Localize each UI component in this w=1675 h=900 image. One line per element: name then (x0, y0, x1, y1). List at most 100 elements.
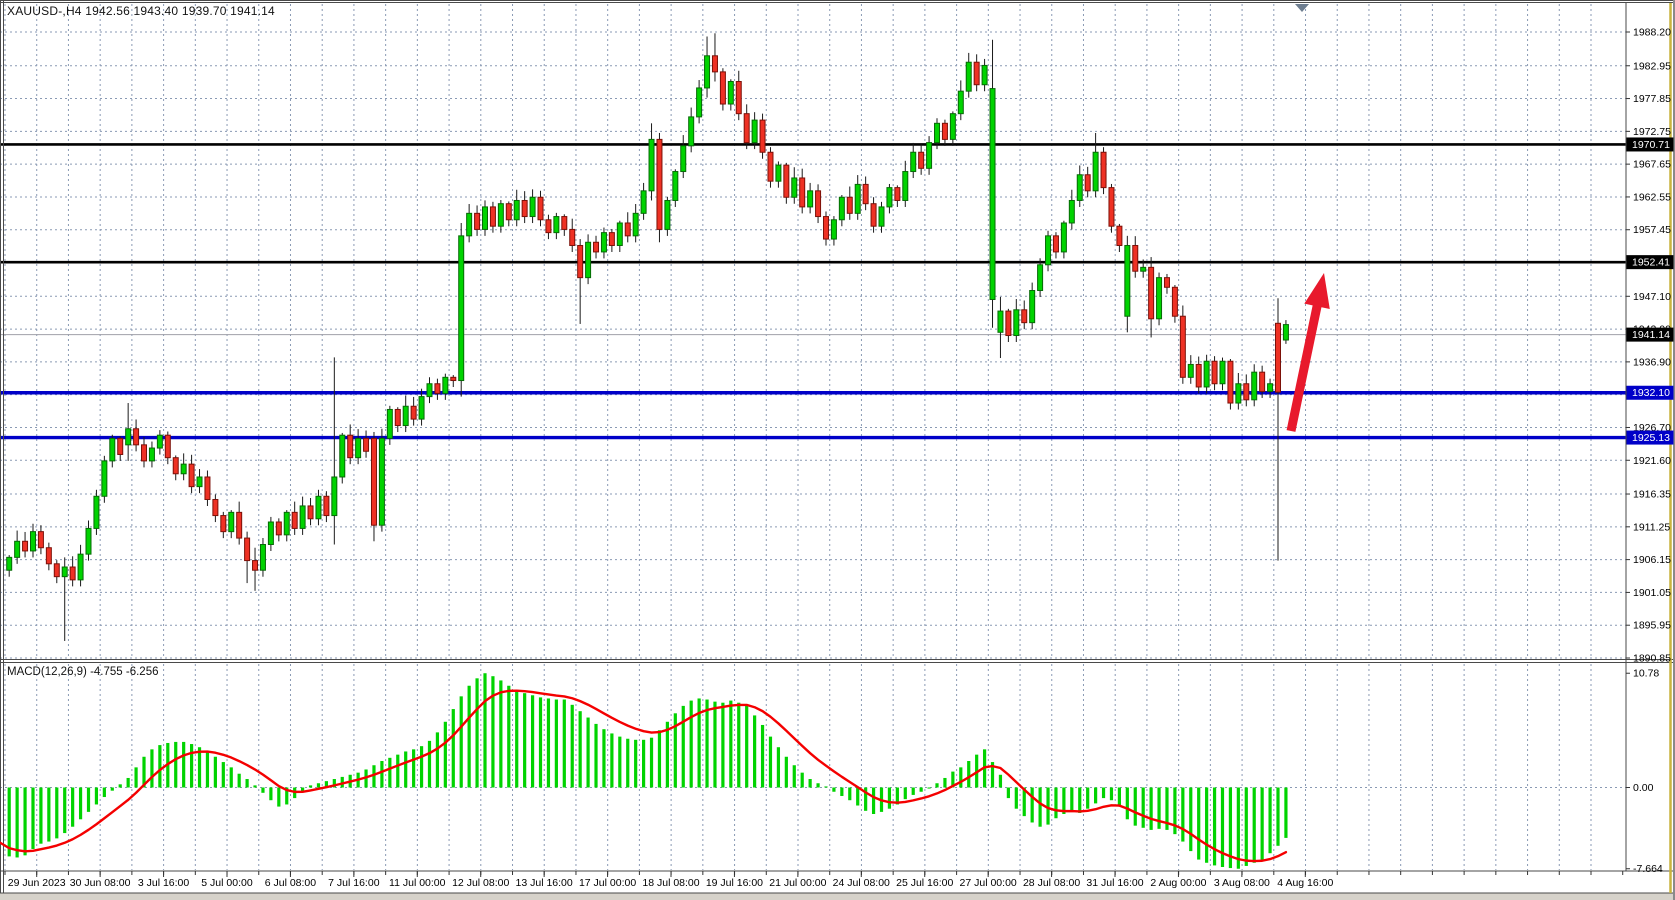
time-tick-label: 3 Aug 08:00 (1214, 877, 1270, 889)
bull-candle (497, 203, 504, 227)
macd-bar (1117, 787, 1121, 807)
price-tick-label: 1906.15 (1633, 554, 1671, 566)
macd-bar (1101, 787, 1106, 799)
price-axis[interactable]: 1988.20 1982.95 1977.85 1972.75 1967.65 1962.… (1626, 27, 1674, 665)
time-tick-label: 7 Jul 16:00 (328, 877, 380, 889)
price-tick-label: 1947.10 (1633, 291, 1671, 303)
bear-candle (1148, 266, 1155, 320)
bull-candle (934, 122, 941, 144)
bear-candle (577, 244, 584, 279)
bull-candle (299, 505, 306, 529)
macd-bar (142, 756, 146, 788)
price-tick-label: 1936.90 (1633, 356, 1671, 368)
bull-candle (1203, 360, 1210, 388)
macd-bar (1062, 787, 1066, 814)
price-badge (1626, 385, 1674, 400)
macd-bar (55, 787, 59, 839)
time-tick-label: 11 Jul 00:00 (389, 877, 446, 889)
bull-candle (600, 232, 607, 253)
bull-candle (640, 190, 647, 214)
bull-candle (482, 206, 488, 230)
bear-candle (69, 566, 76, 581)
bull-candle (1013, 309, 1020, 337)
bear-candle (45, 547, 52, 565)
bear-candle (1227, 360, 1234, 404)
bull-candle (29, 531, 36, 552)
bull-candle (442, 376, 449, 394)
bull-candle (267, 521, 274, 546)
bull-candle (1068, 199, 1075, 224)
time-tick-label: 25 Jul 16:00 (896, 877, 953, 889)
macd-bar (499, 680, 503, 788)
bull-candle (680, 145, 687, 173)
bear-candle (656, 138, 663, 230)
price-tick-label: 1977.85 (1633, 93, 1671, 105)
macd-bar (1149, 787, 1153, 830)
macd-bar (681, 705, 685, 788)
bear-candle (1108, 187, 1115, 227)
macd-bar (1276, 787, 1280, 846)
macd-bar (269, 787, 273, 801)
bull-candle (1029, 290, 1036, 324)
price-tick-label: 1982.95 (1633, 60, 1671, 72)
time-axis[interactable]: 29 Jun 2023 30 Jun 08:00 3 Jul 16:00 5 Jul … (4, 871, 1624, 889)
macd-bar (419, 746, 424, 788)
macd-bar (150, 749, 154, 788)
bear-candle (133, 428, 140, 446)
bull-candle (1156, 277, 1163, 320)
macd-axis[interactable]: 10.78 0.00 -7.664 (1626, 668, 1663, 876)
macd-bar (388, 757, 392, 788)
macd-bar (594, 723, 598, 788)
bear-candle (1132, 244, 1139, 272)
macd-bar (626, 738, 630, 788)
macd-bar (895, 787, 899, 805)
macd-bar (760, 724, 765, 788)
macd-bar (213, 756, 217, 788)
macd-bar (1165, 787, 1169, 830)
support-resistance-lines[interactable] (0, 143, 1626, 440)
macd-bar (1046, 787, 1050, 825)
bull-candle (1282, 324, 1289, 341)
macd-bar (340, 776, 344, 788)
bull-candle (228, 511, 235, 533)
macd-bar (1260, 787, 1264, 860)
macd-bar (959, 767, 963, 788)
macd-bar (380, 761, 384, 788)
chart-shift-marker-icon[interactable] (1295, 4, 1309, 12)
candles-series (6, 33, 1289, 641)
time-tick-label: 12 Jul 08:00 (452, 877, 509, 889)
macd-bar (1205, 787, 1209, 863)
bull-candle (585, 241, 592, 279)
bear-candle (220, 515, 227, 533)
bull-candle (632, 212, 639, 237)
time-tick-label: 30 Jun 08:00 (70, 877, 131, 889)
bear-candle (141, 444, 148, 462)
macd-bar (586, 717, 590, 788)
bear-candle (894, 187, 901, 201)
macd-bar (1070, 787, 1074, 811)
macd-bar (657, 730, 662, 788)
macd-bar (491, 676, 495, 788)
macd-bar (126, 777, 130, 788)
macd-bar (15, 787, 19, 858)
bear-candle (1275, 322, 1281, 393)
macd-bar (998, 774, 1003, 788)
time-tick-label: 27 Jul 00:00 (960, 877, 1017, 889)
bull-candle (902, 171, 909, 201)
macd-bar (435, 732, 440, 788)
bear-candle (1163, 277, 1170, 288)
trend-arrow[interactable] (1286, 273, 1330, 432)
macd-bar (31, 787, 35, 849)
macd-bar (753, 715, 757, 788)
bear-candle (291, 511, 298, 529)
bull-candle (1045, 235, 1052, 266)
price-tick-label: 1890.85 (1633, 653, 1671, 665)
macd-bar (768, 736, 773, 788)
macd-bar (1197, 787, 1201, 860)
bear-candle (394, 408, 401, 427)
bear-candle (489, 206, 496, 227)
bear-candle (767, 151, 774, 182)
macd-bar (229, 767, 233, 788)
macd-bar (792, 765, 796, 788)
